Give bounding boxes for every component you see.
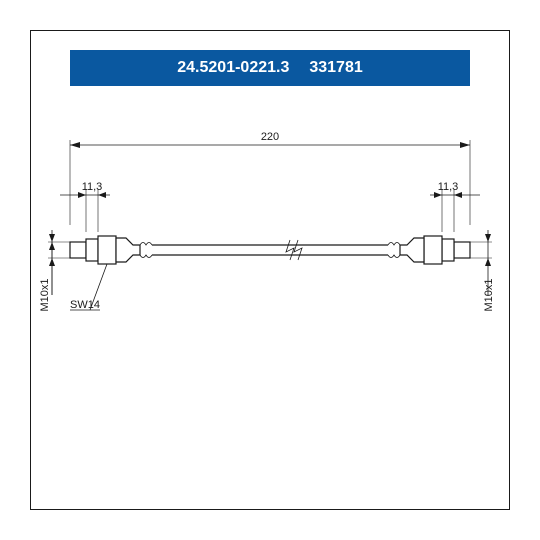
label-left-thread: M10x1 [39,230,70,312]
technical-drawing: 220 11,3 11,3 [40,120,500,420]
hose-body [152,240,388,260]
dim-right-collar: 11,3 [430,181,480,232]
part-number: 24.5201-0221.3 [177,59,289,77]
right-thread-text: M10x1 [483,278,495,311]
label-right-thread: M10x1 [470,230,495,312]
right-fitting [388,236,470,264]
left-thread-text: M10x1 [39,278,51,311]
dim-left-collar: 11,3 [60,181,110,232]
ref-number: 331781 [309,59,362,77]
dim-overall-length: 220 [70,131,470,225]
label-wrench-size: SW14 [70,264,107,311]
dim-left-collar-value: 11,3 [82,181,103,193]
dim-right-collar-value: 11,3 [438,181,459,193]
dim-length-value: 220 [261,131,279,143]
left-fitting [70,236,152,264]
title-bar: 24.5201-0221.3 331781 [70,50,470,86]
wrench-text: SW14 [70,299,100,311]
